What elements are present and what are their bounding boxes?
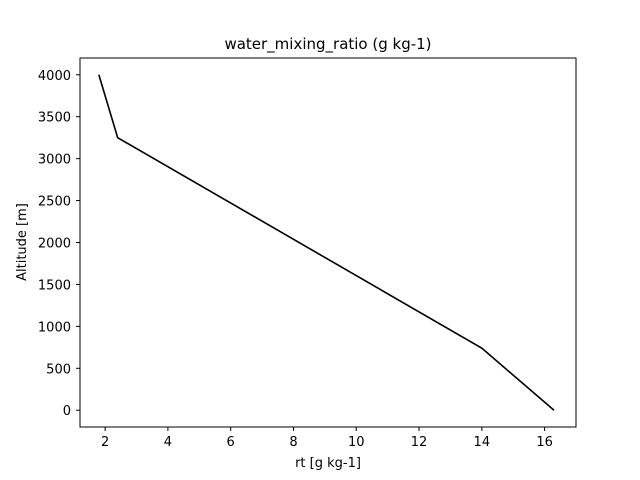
y-tick-label: 2500 xyxy=(38,195,71,210)
x-tick-label: 2 xyxy=(101,435,109,450)
chart-title: water_mixing_ratio (g kg-1) xyxy=(224,35,431,54)
y-tick-label: 1500 xyxy=(38,278,71,293)
x-tick-label: 6 xyxy=(227,435,235,450)
y-tick-label: 1000 xyxy=(38,320,71,335)
x-tick-label: 16 xyxy=(536,435,553,450)
y-tick-label: 3500 xyxy=(38,111,71,126)
y-tick-label: 3000 xyxy=(38,153,71,168)
x-tick-label: 8 xyxy=(289,435,297,450)
x-axis-label: rt [g kg-1] xyxy=(295,456,361,471)
y-axis-label: Altitude [m] xyxy=(15,203,30,281)
y-axis: 0 500 1000 1500 2000 2500 3000 3500 4000 xyxy=(38,69,80,419)
plot-area xyxy=(98,74,555,411)
x-tick-label: 12 xyxy=(411,435,428,450)
x-tick-label: 10 xyxy=(348,435,365,450)
y-tick-label: 0 xyxy=(63,404,71,419)
x-tick-label: 4 xyxy=(164,435,172,450)
y-tick-label: 4000 xyxy=(38,69,71,84)
y-tick-label: 2000 xyxy=(38,237,71,252)
series-line xyxy=(98,74,555,411)
x-tick-label: 14 xyxy=(474,435,491,450)
plot-frame xyxy=(79,57,577,428)
x-axis: 2 4 6 8 10 12 14 16 xyxy=(101,427,553,450)
y-tick-label: 500 xyxy=(46,362,71,377)
